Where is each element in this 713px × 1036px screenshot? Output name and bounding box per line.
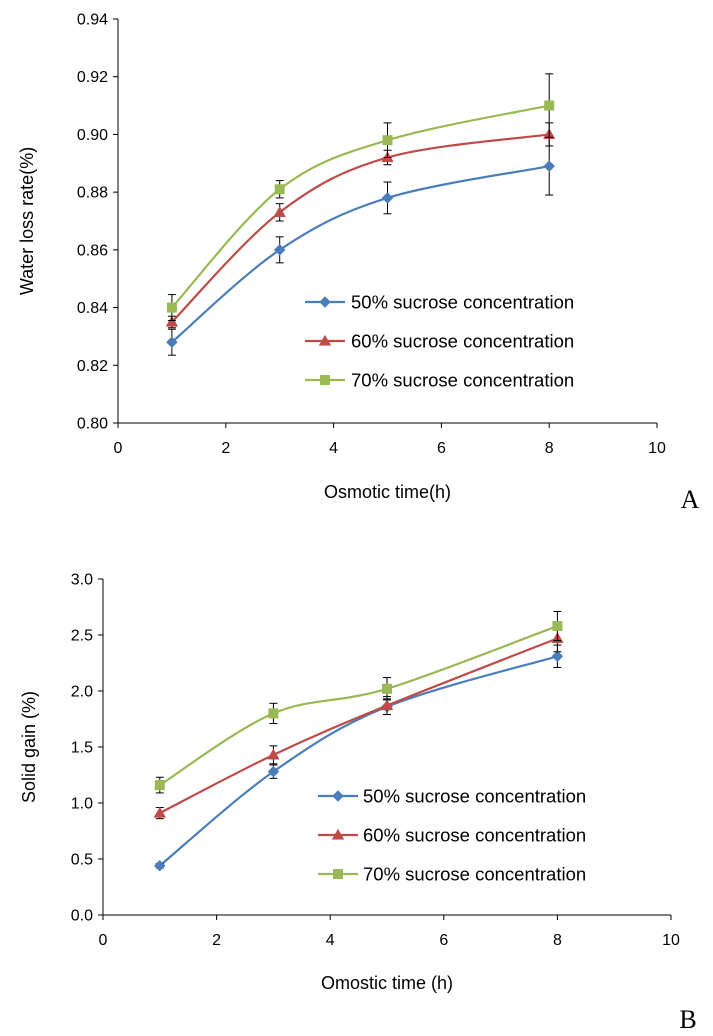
data-point (268, 708, 279, 719)
data-point (154, 780, 165, 791)
panel-label: A (681, 485, 700, 514)
legend-label: 50% sucrose concentration (351, 292, 574, 313)
x-tick-label: 6 (439, 932, 448, 949)
x-tick-label: 2 (221, 440, 230, 457)
series-line (171, 133, 550, 323)
x-axis-label: Omostic time (h) (321, 973, 453, 993)
y-axis-label: Solid gain (%) (19, 691, 39, 803)
legend-entry: 60% sucrose concentration (318, 825, 586, 846)
legend-label: 70% sucrose concentration (363, 864, 586, 885)
x-tick-label: 4 (326, 932, 335, 949)
legend-entry: 70% sucrose concentration (305, 370, 574, 391)
x-tick-label: 0 (114, 440, 123, 457)
data-point (551, 650, 564, 663)
data-point (267, 765, 280, 778)
legend-entry: 60% sucrose concentration (305, 331, 574, 352)
y-tick-label: 0.88 (77, 185, 108, 202)
y-tick-label: 0.84 (77, 300, 108, 317)
data-point (274, 184, 285, 195)
legend-label: 70% sucrose concentration (351, 370, 574, 391)
data-point (267, 748, 280, 760)
legend-marker (332, 790, 344, 802)
series-1 (166, 136, 556, 356)
legend-marker (318, 334, 332, 346)
series-3 (154, 610, 563, 794)
chart-panel-B: 0.0 0.5 1.0 1.5 2.0 2.5 3.0 0 2 4 6 8 10 Solid gain (… (19, 572, 697, 1035)
y-tick-label: 3.0 (71, 572, 93, 589)
x-tick-label: 4 (329, 440, 338, 457)
series-line (171, 104, 550, 309)
legend-marker (331, 828, 345, 840)
data-point (382, 135, 393, 146)
data-point (544, 100, 555, 111)
data-point (543, 160, 556, 173)
y-tick-label: 0.82 (77, 358, 108, 375)
data-point (380, 699, 394, 711)
y-tick-label: 0.5 (71, 852, 93, 869)
y-tick-label: 2.5 (71, 628, 93, 645)
y-tick-label: 1.0 (71, 796, 93, 813)
legend-entry: 70% sucrose concentration (318, 864, 586, 885)
data-point (165, 315, 179, 327)
legend-marker (319, 296, 331, 308)
y-axis-label: Water loss rate(%) (17, 147, 37, 295)
y-tick-label: 0.86 (77, 242, 108, 259)
data-point (153, 859, 166, 872)
x-tick-label: 8 (553, 932, 562, 949)
legend-label: 60% sucrose concentration (351, 331, 574, 352)
legend-label: 60% sucrose concentration (363, 825, 586, 846)
data-point (382, 683, 392, 694)
x-tick-label: 10 (662, 932, 680, 949)
x-tick-label: 10 (648, 440, 666, 457)
panel-label: B (679, 1005, 696, 1034)
legend-marker (333, 869, 343, 879)
chart-panel-A: 0.80 0.82 0.84 0.86 0.88 0.90 0.92 0.94 0 2 4 6 8 10 W… (17, 12, 700, 515)
legend-marker (320, 375, 330, 385)
series-3 (166, 73, 555, 322)
legend-entry: 50% sucrose concentration (318, 786, 586, 807)
series-line (159, 625, 558, 787)
data-point (381, 192, 394, 204)
data-point (153, 806, 167, 818)
y-tick-label: 0.80 (77, 416, 108, 433)
y-tick-label: 0.92 (77, 69, 108, 86)
series-line (159, 655, 558, 867)
data-point (166, 302, 177, 313)
legend-entry: 50% sucrose concentration (305, 292, 574, 313)
x-tick-label: 2 (212, 932, 221, 949)
legend-label: 50% sucrose concentration (363, 786, 586, 807)
y-tick-label: 2.0 (71, 684, 93, 701)
x-axis-label: Osmotic time(h) (324, 482, 451, 502)
series-line (159, 637, 558, 815)
x-tick-label: 6 (437, 440, 446, 457)
data-point (273, 244, 286, 256)
data-point (552, 621, 563, 632)
series-line (171, 165, 550, 344)
y-tick-label: 0.94 (77, 12, 108, 29)
x-tick-label: 8 (545, 440, 554, 457)
x-tick-label: 0 (99, 932, 108, 949)
data-point (273, 206, 286, 217)
y-tick-label: 0.90 (77, 127, 108, 144)
y-tick-label: 1.5 (71, 740, 93, 757)
y-tick-label: 0.0 (71, 908, 93, 925)
data-point (166, 336, 178, 349)
